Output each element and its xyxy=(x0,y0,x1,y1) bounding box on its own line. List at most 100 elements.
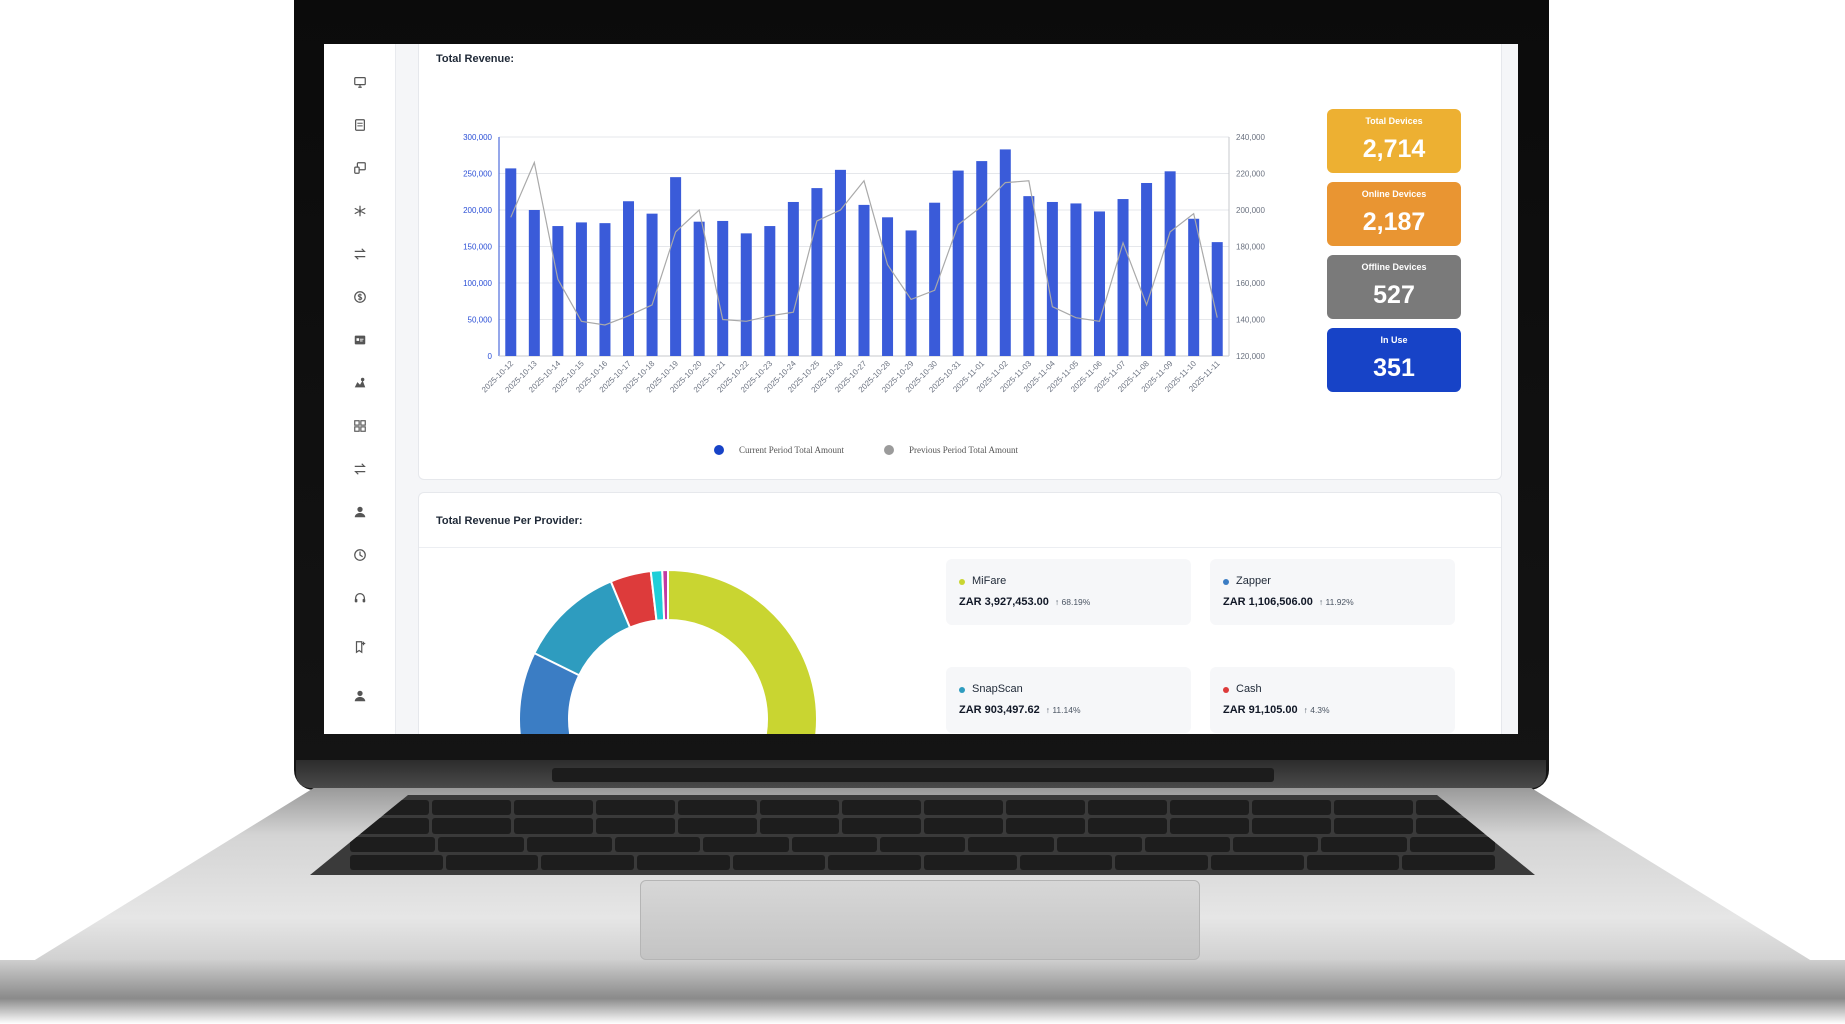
bar-current-period xyxy=(999,149,1011,356)
provider-amount-value: ZAR 1,106,506.00 xyxy=(1223,596,1313,608)
card-icon[interactable] xyxy=(352,332,368,348)
y-right-tick-label: 160,000 xyxy=(1236,279,1265,288)
bar-current-period xyxy=(599,223,611,356)
bookmark-add-icon[interactable] xyxy=(352,639,368,655)
hinge-notch xyxy=(552,768,1274,782)
y-left-tick-label: 250,000 xyxy=(463,170,492,179)
total-revenue-title: Total Revenue: xyxy=(436,53,515,65)
provider-name: MiFare xyxy=(972,575,1007,587)
laptop-base-front xyxy=(0,960,1845,1024)
user-icon[interactable] xyxy=(352,504,368,520)
provider-color-dot xyxy=(1223,687,1229,693)
revenue-per-provider-card: Total Revenue Per Provider: MiFare ZAR 3,… xyxy=(418,492,1502,734)
bar-current-period xyxy=(623,201,635,356)
provider-card-cash[interactable]: Cash ZAR 91,105.00 ↑ 4.3% xyxy=(1210,667,1455,733)
provider-card-snapscan[interactable]: SnapScan ZAR 903,497.62 ↑ 11.14% xyxy=(946,667,1191,733)
bar-current-period xyxy=(1023,196,1035,356)
provider-donut-chart xyxy=(519,568,818,734)
stat-in-use[interactable]: In Use 351 xyxy=(1327,328,1461,392)
provider-amount: ZAR 903,497.62 ↑ 11.14% xyxy=(959,704,1081,716)
y-right-tick-label: 120,000 xyxy=(1236,352,1265,361)
account-icon[interactable] xyxy=(352,688,368,704)
stat-online-devices[interactable]: Online Devices 2,187 xyxy=(1327,182,1461,246)
y-right-tick-label: 140,000 xyxy=(1236,316,1265,325)
bar-current-period xyxy=(505,168,517,356)
provider-color-dot xyxy=(959,687,965,693)
bar-current-period xyxy=(528,210,540,356)
y-left-tick-label: 150,000 xyxy=(463,243,492,252)
bar-current-period xyxy=(882,217,894,356)
stat-value: 351 xyxy=(1373,354,1415,382)
provider-amount: ZAR 1,106,506.00 ↑ 11.92% xyxy=(1223,596,1354,608)
stat-label: Total Devices xyxy=(1365,116,1423,126)
stat-value: 527 xyxy=(1373,281,1415,309)
grid-icon[interactable] xyxy=(352,418,368,434)
bar-current-period xyxy=(1093,211,1105,356)
provider-color-dot xyxy=(1223,579,1229,585)
provider-color-dot xyxy=(959,579,965,585)
bar-current-period xyxy=(764,226,776,356)
bar-current-period xyxy=(1070,203,1082,356)
bar-current-period xyxy=(1164,171,1176,356)
bar-current-period xyxy=(670,177,682,356)
provider-name: Zapper xyxy=(1236,575,1271,587)
bar-current-period xyxy=(575,222,587,356)
stat-value: 2,187 xyxy=(1362,208,1426,236)
y-left-tick-label: 300,000 xyxy=(463,133,492,142)
provider-amount-value: ZAR 3,927,453.00 xyxy=(959,596,1049,608)
bar-current-period xyxy=(1117,199,1129,356)
stat-label: In Use xyxy=(1380,335,1408,345)
provider-name: Cash xyxy=(1236,683,1262,695)
provider-change: ↑ 68.19% xyxy=(1054,597,1091,607)
bar-current-period xyxy=(1211,242,1223,356)
stat-offline-devices[interactable]: Offline Devices 527 xyxy=(1327,255,1461,319)
bar-current-period xyxy=(858,204,870,356)
revenue-chart: 0 120,000 50,000 140,000 100,000 160,000 150,0… xyxy=(463,133,1265,455)
monitor-icon[interactable] xyxy=(352,74,368,90)
provider-change: ↑ 11.92% xyxy=(1318,597,1354,607)
bar-current-period xyxy=(787,201,799,356)
swap-icon[interactable] xyxy=(352,461,368,477)
trackpad xyxy=(640,880,1200,960)
bar-current-period xyxy=(1188,218,1200,356)
transfer-icon[interactable] xyxy=(352,246,368,262)
provider-amount: ZAR 3,927,453.00 ↑ 68.19% xyxy=(959,596,1090,608)
provider-card-zapper[interactable]: Zapper ZAR 1,106,506.00 ↑ 11.92% xyxy=(1210,559,1455,625)
revenue-per-provider-title: Total Revenue Per Provider: xyxy=(436,515,583,527)
dollar-icon[interactable] xyxy=(352,289,368,305)
bar-current-period xyxy=(717,220,729,356)
y-left-tick-label: 0 xyxy=(488,352,493,361)
bar-current-period xyxy=(952,170,964,356)
bar-current-period xyxy=(552,226,564,356)
network-icon[interactable] xyxy=(352,203,368,219)
provider-name: SnapScan xyxy=(972,683,1023,695)
provider-card-mifare[interactable]: MiFare ZAR 3,927,453.00 ↑ 68.19% xyxy=(946,559,1191,625)
provider-amount-value: ZAR 903,497.62 xyxy=(959,704,1040,716)
bar-current-period xyxy=(740,233,752,356)
bar-current-period xyxy=(693,221,705,356)
provider-amount: ZAR 91,105.00 ↑ 4.3% xyxy=(1223,704,1330,716)
card-divider xyxy=(419,547,1501,548)
bar-current-period xyxy=(646,213,658,356)
devices-icon[interactable] xyxy=(352,160,368,176)
bar-current-period xyxy=(929,202,941,356)
headset-icon[interactable] xyxy=(352,590,368,606)
provider-change: ↑ 11.14% xyxy=(1045,705,1081,715)
stat-total-devices[interactable]: Total Devices 2,714 xyxy=(1327,109,1461,173)
keyboard xyxy=(310,795,1535,875)
receipt-icon[interactable] xyxy=(352,117,368,133)
y-left-tick-label: 100,000 xyxy=(463,279,492,288)
screen: Total Revenue: 0 120,000 50,000 140,000 100,… xyxy=(324,44,1518,734)
legend-label: Previous Period Total Amount xyxy=(909,445,1018,455)
donut-slice-mifare xyxy=(667,568,818,734)
bar-current-period xyxy=(834,169,846,356)
map-icon[interactable] xyxy=(352,375,368,391)
bar-current-period xyxy=(1046,201,1058,356)
y-left-tick-label: 200,000 xyxy=(463,206,492,215)
legend-marker xyxy=(714,445,724,455)
clock-icon[interactable] xyxy=(352,547,368,563)
stat-value: 2,714 xyxy=(1362,135,1426,163)
donut-slice-other-2 xyxy=(661,568,669,622)
provider-change: ↑ 4.3% xyxy=(1303,705,1330,715)
y-left-tick-label: 50,000 xyxy=(468,316,493,325)
